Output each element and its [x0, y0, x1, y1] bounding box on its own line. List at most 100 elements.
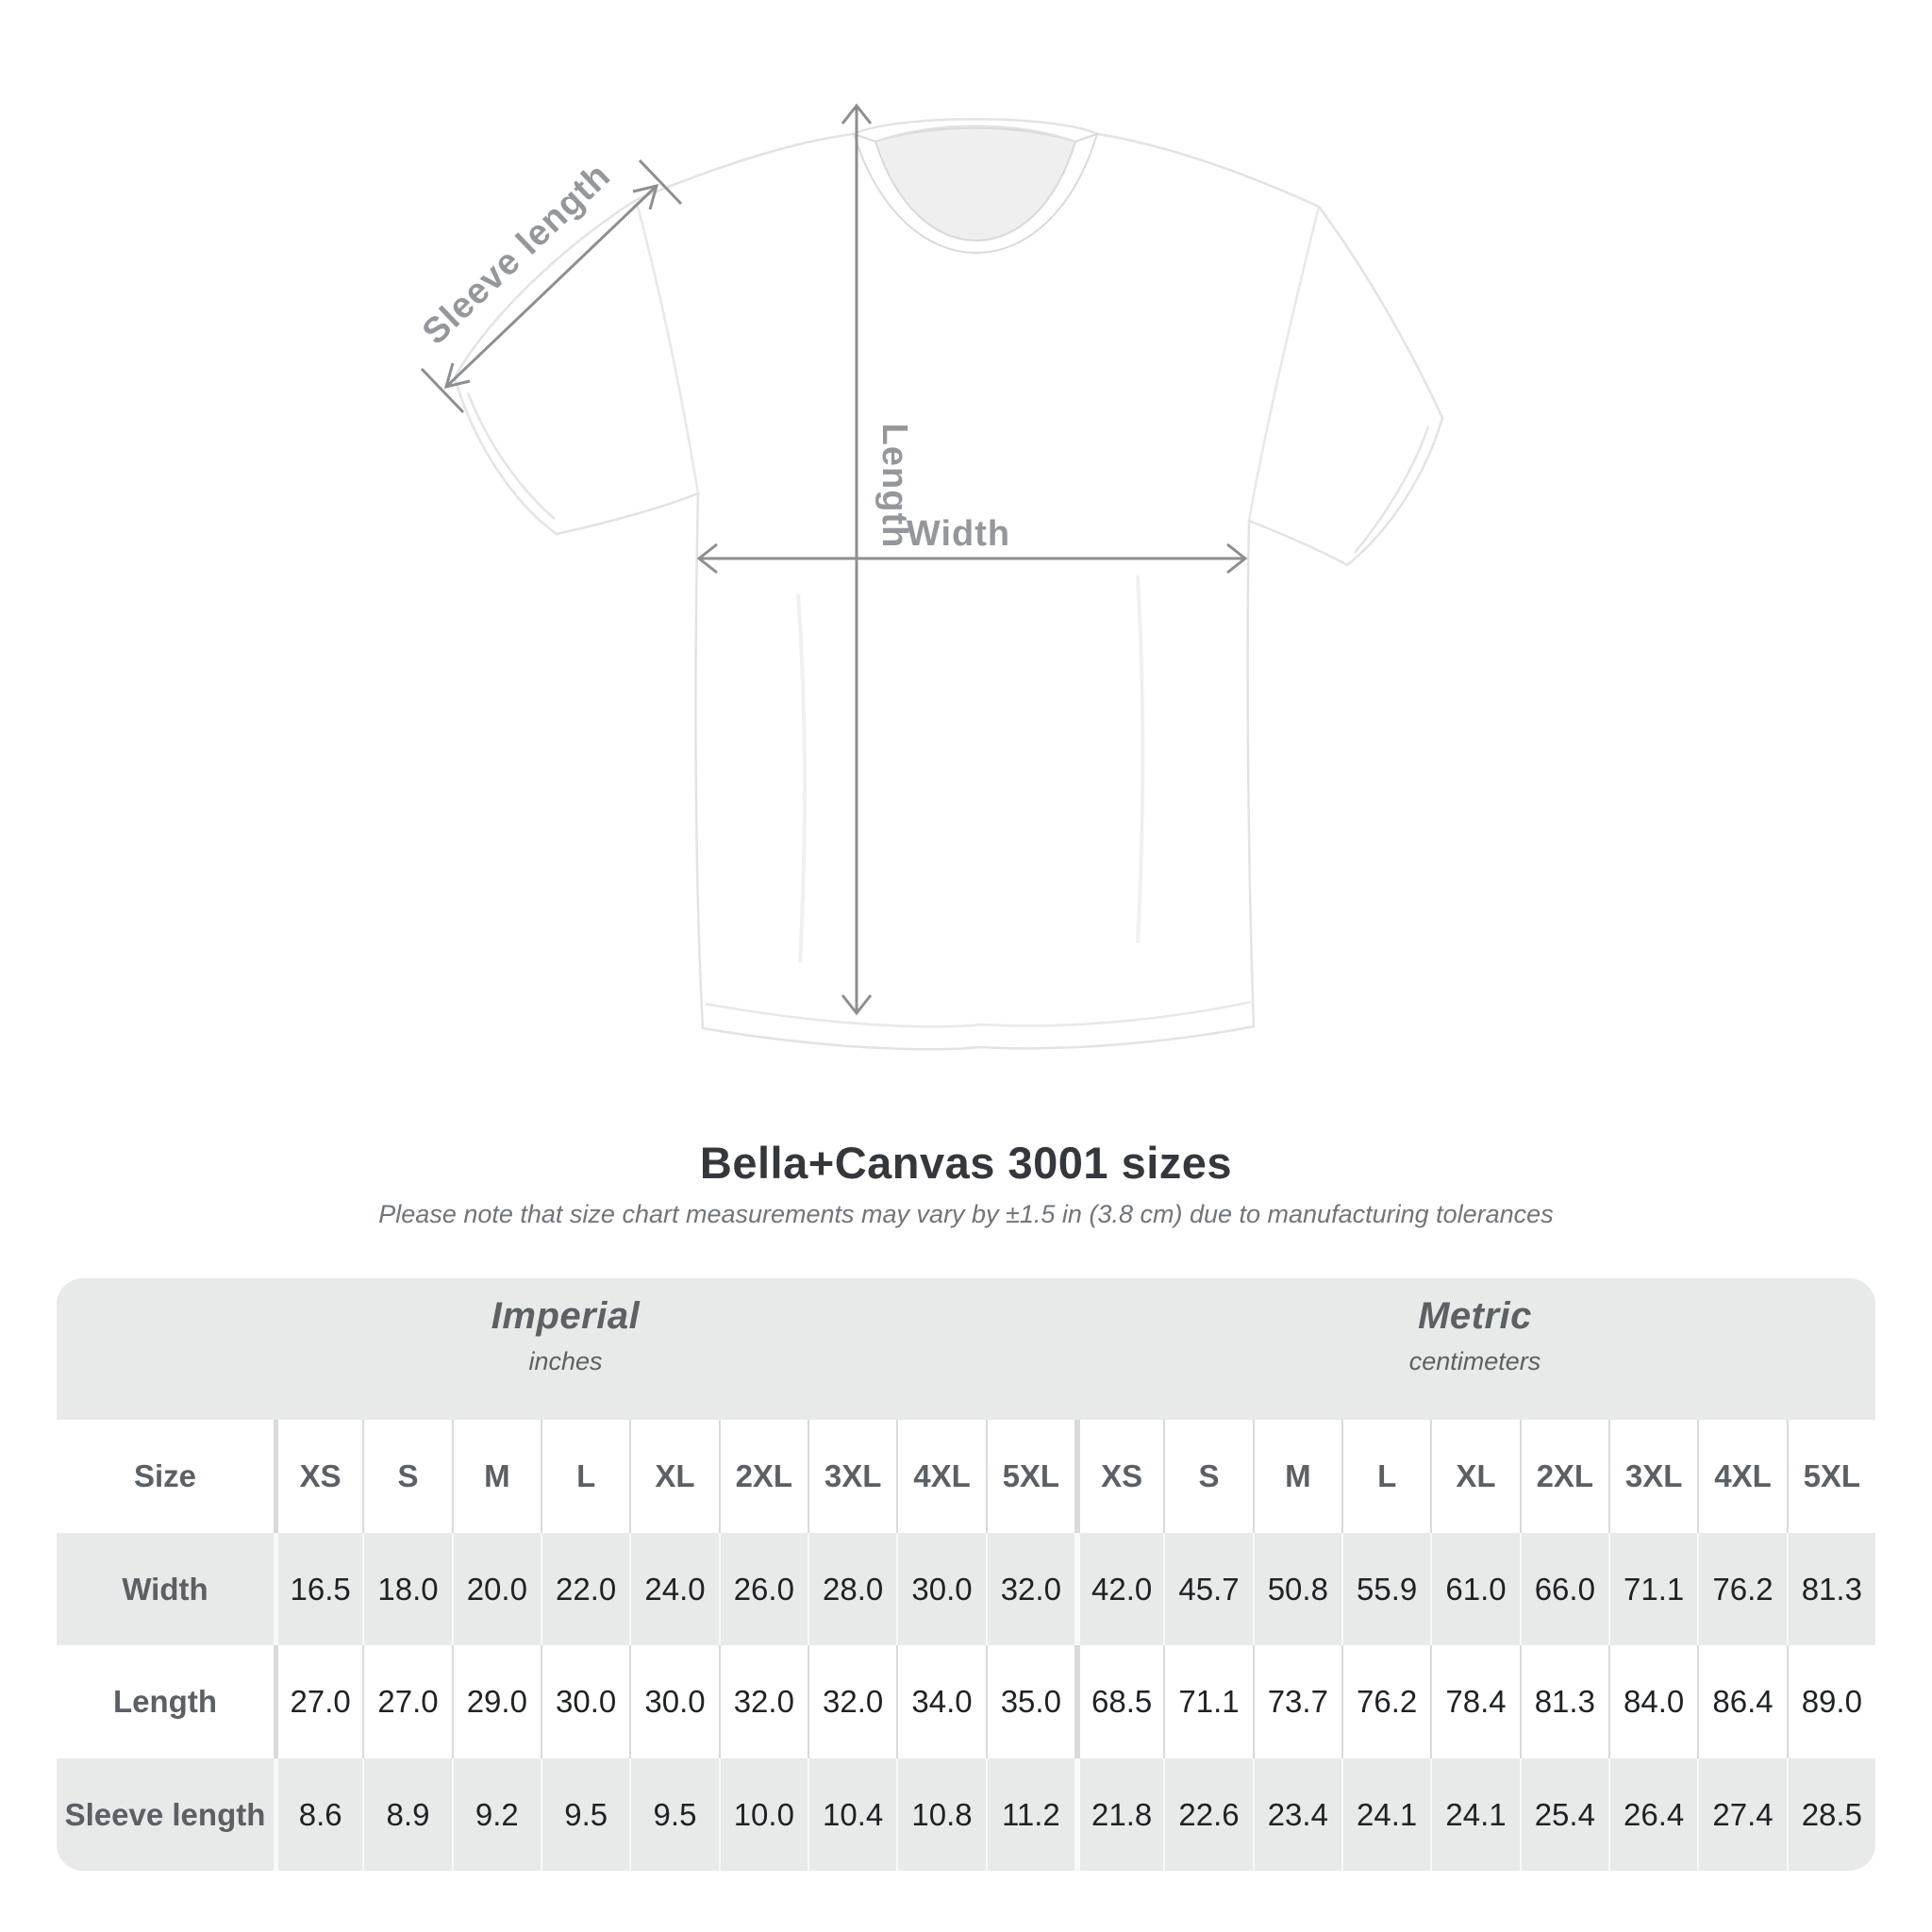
sleeve-length-arrow — [420, 158, 683, 414]
fold-shading — [796, 593, 807, 963]
group-unit-imperial: inches — [528, 1347, 603, 1375]
page-subtitle: Please note that size chart measurements… — [378, 1200, 1554, 1228]
cell-sleeve-length-metric-l: 24.1 — [1341, 1758, 1431, 1871]
right-cuff-seam — [1354, 425, 1430, 554]
cell-length-metric-m: 73.7 — [1252, 1645, 1341, 1758]
cell-width-metric-m: 50.8 — [1252, 1533, 1341, 1645]
col-header-metric-xs: XS — [1074, 1420, 1164, 1533]
collar-band — [852, 132, 1099, 254]
cell-width-imperial-xs: 16.5 — [274, 1533, 363, 1645]
row-label-sleeve-length: Sleeve length — [57, 1758, 274, 1871]
cell-sleeve-length-metric-m: 23.4 — [1252, 1758, 1341, 1871]
cell-sleeve-length-metric-xs: 21.8 — [1074, 1758, 1164, 1871]
cell-width-imperial-3xl: 28.0 — [808, 1533, 897, 1645]
cell-sleeve-length-imperial-xs: 8.6 — [274, 1758, 363, 1871]
cell-sleeve-length-metric-s: 22.6 — [1163, 1758, 1253, 1871]
length-label: Length — [874, 424, 914, 549]
col-header-metric-xl: XL — [1430, 1420, 1520, 1533]
cell-length-imperial-l: 30.0 — [541, 1645, 630, 1758]
cell-width-imperial-4xl: 30.0 — [896, 1533, 986, 1645]
cell-length-imperial-s: 27.0 — [362, 1645, 452, 1758]
group-unit-metric: centimeters — [1408, 1347, 1541, 1375]
tshirt-figure: Width Length Sleeve length — [415, 103, 1444, 1051]
cell-width-imperial-l: 22.0 — [541, 1533, 630, 1645]
cell-width-imperial-2xl: 26.0 — [718, 1533, 808, 1645]
cell-length-metric-s: 71.1 — [1163, 1645, 1253, 1758]
cell-width-imperial-s: 18.0 — [362, 1533, 452, 1645]
cell-length-metric-xs: 68.5 — [1074, 1645, 1164, 1758]
col-header-imperial-4xl: 4XL — [896, 1420, 986, 1533]
cell-sleeve-length-metric-xl: 24.1 — [1430, 1758, 1520, 1871]
group-title-imperial: Imperial — [491, 1295, 641, 1337]
tshirt-body — [453, 118, 1444, 1051]
row-label-width: Width — [57, 1533, 274, 1645]
cell-width-imperial-m: 20.0 — [451, 1533, 541, 1645]
col-header-metric-m: M — [1252, 1420, 1341, 1533]
width-label: Width — [907, 514, 1010, 554]
cell-width-imperial-5xl: 32.0 — [985, 1533, 1074, 1645]
collar-back-seam — [874, 125, 1076, 142]
fold-shading — [1136, 575, 1145, 944]
cell-sleeve-length-imperial-m: 9.2 — [451, 1758, 541, 1871]
cell-width-metric-l: 55.9 — [1341, 1533, 1431, 1645]
cell-length-metric-xl: 78.4 — [1430, 1645, 1520, 1758]
group-header-metric: Metric centimeters — [1074, 1278, 1875, 1420]
cell-sleeve-length-imperial-4xl: 10.8 — [896, 1758, 986, 1871]
col-header-imperial-2xl: 2XL — [718, 1420, 808, 1533]
cell-length-metric-3xl: 84.0 — [1608, 1645, 1698, 1758]
cell-width-metric-4xl: 76.2 — [1697, 1533, 1787, 1645]
col-header-metric-2xl: 2XL — [1519, 1420, 1608, 1533]
col-header-metric-l: L — [1341, 1420, 1431, 1533]
col-header-imperial-l: L — [541, 1420, 630, 1533]
cell-width-metric-2xl: 66.0 — [1519, 1533, 1608, 1645]
cell-width-metric-s: 45.7 — [1163, 1533, 1253, 1645]
cell-sleeve-length-metric-2xl: 25.4 — [1519, 1758, 1608, 1871]
cell-sleeve-length-imperial-l: 9.5 — [541, 1758, 630, 1871]
cell-width-imperial-xl: 24.0 — [629, 1533, 719, 1645]
cell-length-imperial-5xl: 35.0 — [985, 1645, 1074, 1758]
col-header-metric-s: S — [1163, 1420, 1253, 1533]
cell-length-imperial-xl: 30.0 — [629, 1645, 719, 1758]
col-header-imperial-m: M — [451, 1420, 541, 1533]
group-header-imperial: Imperial inches — [57, 1278, 1074, 1420]
cell-width-metric-xs: 42.0 — [1074, 1533, 1164, 1645]
cell-sleeve-length-metric-4xl: 27.4 — [1697, 1758, 1787, 1871]
size-table: Imperial inches Metric centimeters Size X… — [57, 1278, 1875, 1871]
cell-length-imperial-m: 29.0 — [451, 1645, 541, 1758]
col-header-metric-5xl: 5XL — [1786, 1420, 1875, 1533]
cell-sleeve-length-metric-5xl: 28.5 — [1786, 1758, 1875, 1871]
cell-length-metric-l: 76.2 — [1341, 1645, 1431, 1758]
cell-sleeve-length-imperial-s: 8.9 — [362, 1758, 452, 1871]
row-label-length: Length — [57, 1645, 274, 1758]
cell-sleeve-length-imperial-xl: 9.5 — [629, 1758, 719, 1871]
col-header-metric-3xl: 3XL — [1608, 1420, 1698, 1533]
cell-sleeve-length-imperial-5xl: 11.2 — [985, 1758, 1074, 1871]
left-armhole-seam — [634, 199, 700, 494]
col-header-imperial-5xl: 5XL — [985, 1420, 1074, 1533]
left-cuff-seam — [466, 391, 556, 520]
size-column-header: Size — [57, 1420, 274, 1533]
cell-width-metric-5xl: 81.3 — [1786, 1533, 1875, 1645]
col-header-imperial-s: S — [362, 1420, 452, 1533]
cell-length-imperial-4xl: 34.0 — [896, 1645, 986, 1758]
col-header-metric-4xl: 4XL — [1697, 1420, 1787, 1533]
cell-length-metric-2xl: 81.3 — [1519, 1645, 1608, 1758]
cell-length-imperial-xs: 27.0 — [274, 1645, 363, 1758]
hem-seam — [705, 1000, 1252, 1028]
cell-width-metric-xl: 61.0 — [1430, 1533, 1520, 1645]
width-arrow — [696, 542, 1248, 575]
cell-sleeve-length-imperial-3xl: 10.4 — [808, 1758, 897, 1871]
cell-width-metric-3xl: 71.1 — [1608, 1533, 1698, 1645]
cell-length-metric-5xl: 89.0 — [1786, 1645, 1875, 1758]
cell-length-imperial-3xl: 32.0 — [808, 1645, 897, 1758]
col-header-imperial-xs: XS — [274, 1420, 363, 1533]
cell-sleeve-length-metric-3xl: 26.4 — [1608, 1758, 1698, 1871]
col-header-imperial-3xl: 3XL — [808, 1420, 897, 1533]
cell-length-metric-4xl: 86.4 — [1697, 1645, 1787, 1758]
group-title-metric: Metric — [1418, 1295, 1532, 1337]
right-armhole-seam — [1247, 206, 1321, 522]
cell-sleeve-length-imperial-2xl: 10.0 — [718, 1758, 808, 1871]
page-title: Bella+Canvas 3001 sizes — [699, 1138, 1233, 1188]
cell-length-imperial-2xl: 32.0 — [718, 1645, 808, 1758]
